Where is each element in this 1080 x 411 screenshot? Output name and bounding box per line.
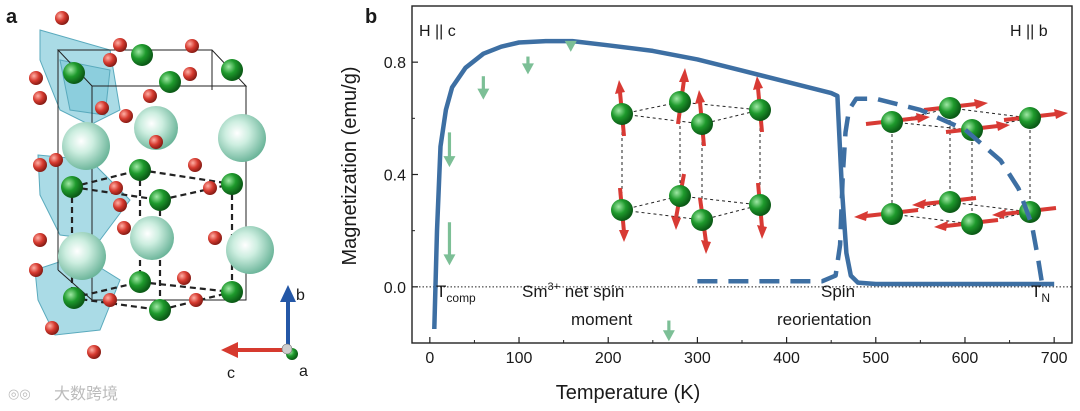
x-tick-label: 200	[595, 350, 622, 367]
iron-atoms	[61, 44, 243, 321]
x-tick-label: 0	[425, 350, 434, 367]
axis-label-a: a	[299, 363, 308, 380]
x-tick-label: 300	[684, 350, 711, 367]
reorientation-label: reorientation	[777, 310, 872, 329]
plot-frame	[411, 5, 1073, 344]
sm-net-spin-label: Sm3+ net spin	[522, 281, 624, 301]
y-tick-label: 0.4	[384, 168, 406, 185]
crystal-structure-panel: a	[6, 6, 308, 403]
y-axis-label: Magnetization (emu/g)	[339, 67, 361, 266]
samarium-atoms	[58, 106, 274, 280]
series-layer	[432, 38, 1055, 330]
spin-down-arrow	[443, 222, 456, 266]
x-tick-label: 700	[1041, 350, 1068, 367]
x-tick-label: 600	[952, 350, 979, 367]
field-label-h-b: H || b	[1010, 23, 1048, 40]
x-tick-label: 400	[773, 350, 800, 367]
y-tick-label: 0.8	[384, 55, 406, 72]
x-tick-label: 500	[862, 350, 889, 367]
field-label-h-c: H || c	[419, 23, 456, 40]
y-tick-label: 0.0	[384, 280, 406, 297]
series-line-dashed	[697, 96, 1044, 284]
series-line-solid	[432, 38, 1055, 330]
spin-label: Spin	[821, 282, 855, 301]
axis-triad: b c a	[221, 285, 308, 382]
panel-label-a: a	[6, 6, 18, 28]
axis-label-c: c	[227, 365, 235, 382]
spin-down-arrow	[521, 56, 534, 75]
spin-down-arrow	[564, 40, 577, 52]
spin-arrow-layer	[443, 40, 675, 342]
t-comp-label: Tcomp	[436, 282, 476, 305]
x-axis-label: Temperature (K)	[556, 382, 701, 404]
spin-down-arrow	[443, 132, 456, 168]
tick-layer: 0 100 200 300 400 500 600 700 0.0 0.4 0.8	[384, 55, 1068, 367]
x-tick-label: 100	[506, 350, 533, 367]
spin-down-arrow	[477, 76, 490, 100]
axis-label-b: b	[296, 287, 305, 304]
t-n-label: TN	[1031, 282, 1050, 305]
oxygen-atoms	[29, 11, 222, 359]
watermark: 大数跨境	[54, 384, 118, 403]
panel-label-b: b	[365, 6, 377, 28]
spin-lattice-right-inset	[854, 97, 1068, 235]
magnetization-chart: b	[339, 5, 1073, 404]
spin-lattice-left-inset	[611, 68, 771, 254]
sm-moment-label: moment	[571, 310, 633, 329]
watermark-logo-icon: ◎◎	[8, 386, 31, 401]
spin-down-arrow	[662, 320, 675, 342]
